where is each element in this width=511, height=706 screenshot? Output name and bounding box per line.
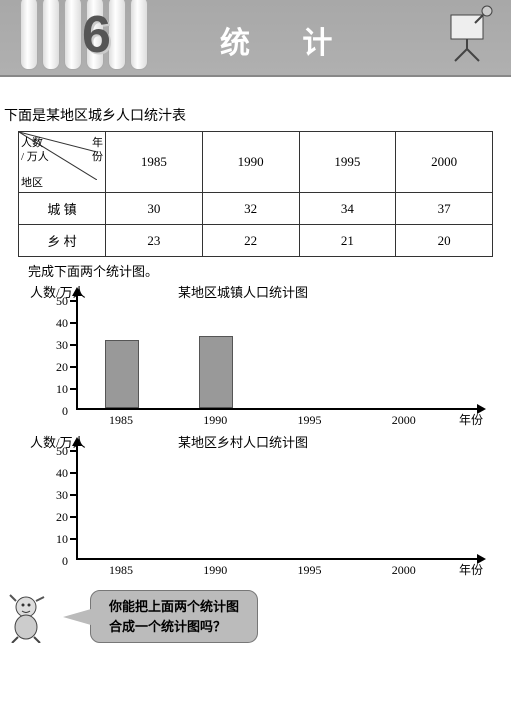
row-label: 乡 村 <box>19 225 106 257</box>
y-tick-label: 10 <box>48 382 68 397</box>
y-tick-label: 30 <box>48 338 68 353</box>
y-tick-label: 20 <box>48 360 68 375</box>
y-tick-label: 20 <box>48 510 68 525</box>
year-header: 1985 <box>106 132 203 193</box>
table-corner: 人数/ 万人年份地区 <box>19 132 106 193</box>
y-tick-label: 30 <box>48 488 68 503</box>
table-cell: 23 <box>106 225 203 257</box>
page-header: 6 统 计 <box>0 0 511 77</box>
x-category-label: 2000 <box>379 563 429 578</box>
y-tick-label: 0 <box>48 404 68 419</box>
table-cell: 34 <box>299 193 396 225</box>
x-category-label: 1990 <box>190 563 240 578</box>
y-tick-label: 50 <box>48 294 68 309</box>
x-category-label: 1995 <box>285 563 335 578</box>
chart-rural: 人数/万人 某地区乡村人口统计图 10203040500198519901995… <box>18 432 493 582</box>
chapter-title: 统 计 <box>220 18 354 62</box>
data-table: 人数/ 万人年份地区1985199019952000 城 镇30323437 乡 村… <box>18 131 493 257</box>
table-cell: 30 <box>106 193 203 225</box>
question-row: 你能把上面两个统计图 合成一个统计图吗？ <box>4 590 511 643</box>
y-tick-label: 40 <box>48 466 68 481</box>
table-cell: 21 <box>299 225 396 257</box>
x-category-label: 1990 <box>190 413 240 428</box>
y-tick-label: 50 <box>48 444 68 459</box>
x-category-label: 1985 <box>96 413 146 428</box>
bubble-line1: 你能把上面两个统计图 <box>109 597 239 617</box>
table-cell: 37 <box>396 193 493 225</box>
chapter-number: 6 <box>82 5 111 65</box>
year-header: 1995 <box>299 132 396 193</box>
bar <box>199 336 233 408</box>
y-tick-label: 10 <box>48 532 68 547</box>
intro-text: 下面是某地区城乡人口统汁表 <box>4 105 511 125</box>
chart-title: 某地区乡村人口统计图 <box>178 432 308 451</box>
x-category-label: 2000 <box>379 413 429 428</box>
row-label: 城 镇 <box>19 193 106 225</box>
bubble-line2: 合成一个统计图吗？ <box>109 617 239 637</box>
x-category-label: 1985 <box>96 563 146 578</box>
table-cell: 20 <box>396 225 493 257</box>
bar <box>105 340 139 408</box>
x-axis-label: 年份 <box>459 411 483 428</box>
chart-urban: 人数/万人 某地区城镇人口统计图 10203040500198519901995… <box>18 282 493 432</box>
mascot-icon <box>4 591 58 643</box>
x-category-label: 1995 <box>285 413 335 428</box>
y-tick-label: 0 <box>48 554 68 569</box>
x-axis-label: 年份 <box>459 561 483 578</box>
chart-title: 某地区城镇人口统计图 <box>178 282 308 301</box>
instruction-text: 完成下面两个统计图。 <box>28 261 511 280</box>
speech-bubble: 你能把上面两个统计图 合成一个统计图吗？ <box>90 590 258 643</box>
y-tick-label: 40 <box>48 316 68 331</box>
year-header: 1990 <box>202 132 299 193</box>
table-cell: 22 <box>202 225 299 257</box>
easel-icon <box>443 5 499 63</box>
table-cell: 32 <box>202 193 299 225</box>
year-header: 2000 <box>396 132 493 193</box>
